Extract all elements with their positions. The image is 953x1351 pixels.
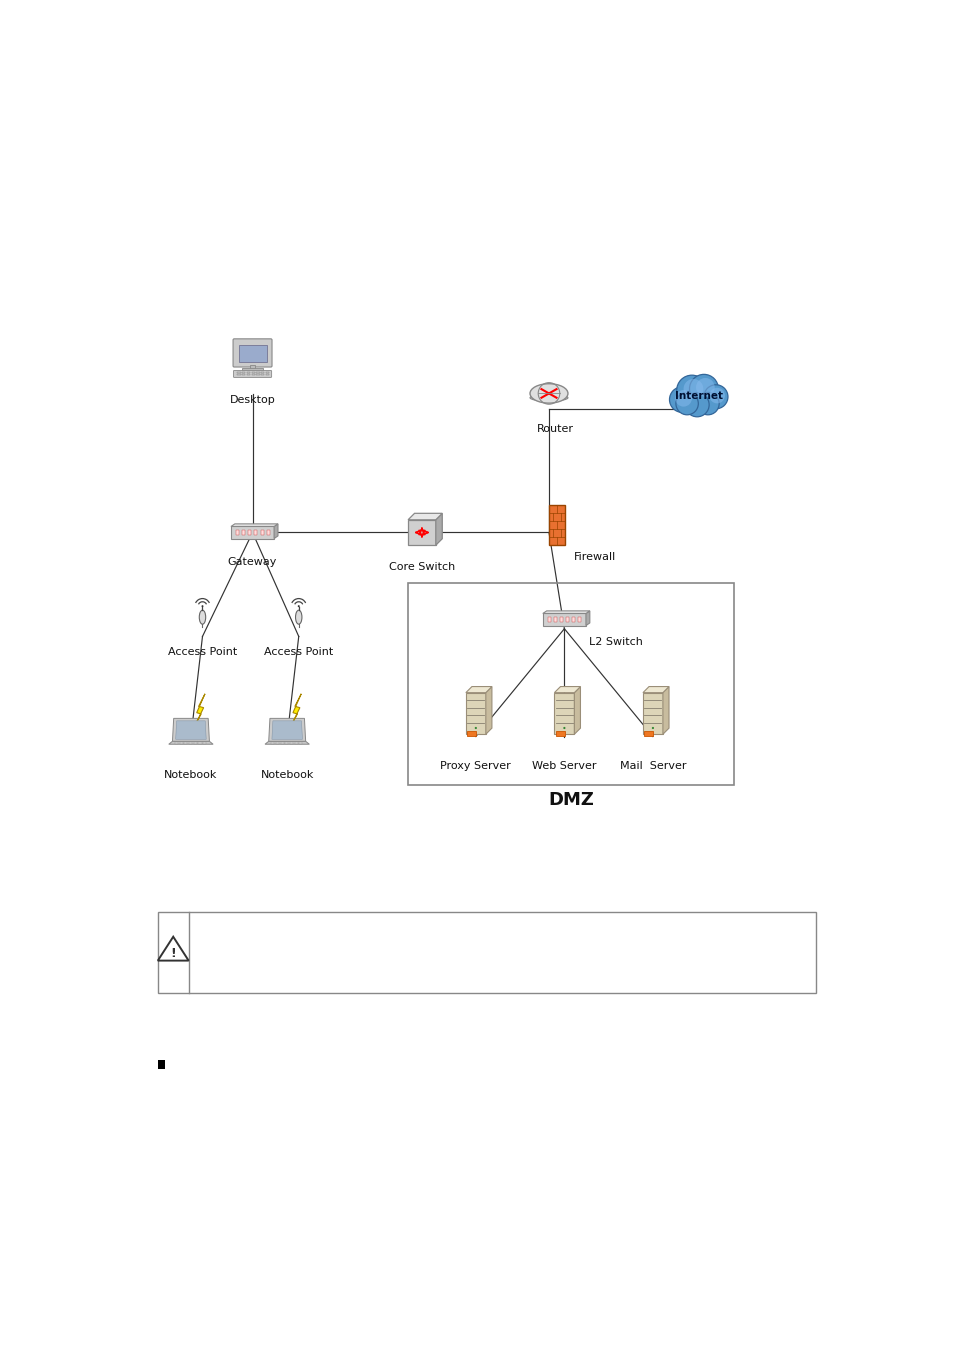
Circle shape	[675, 390, 691, 407]
Text: Core Switch: Core Switch	[389, 562, 455, 571]
Polygon shape	[574, 686, 579, 734]
Bar	[643, 731, 653, 736]
Text: !: !	[171, 947, 176, 961]
Bar	[467, 731, 476, 736]
Bar	[250, 365, 254, 369]
Circle shape	[297, 605, 299, 607]
Bar	[572, 617, 575, 621]
Polygon shape	[542, 611, 589, 613]
Circle shape	[684, 393, 708, 417]
Polygon shape	[274, 524, 277, 539]
Text: Internet: Internet	[675, 390, 722, 401]
Text: Proxy Server: Proxy Server	[440, 761, 511, 771]
Ellipse shape	[199, 611, 206, 624]
Bar	[465, 693, 485, 734]
Bar	[266, 531, 270, 535]
Polygon shape	[662, 686, 668, 734]
Bar	[578, 617, 580, 621]
Circle shape	[689, 374, 718, 403]
Text: Mail  Server: Mail Server	[619, 761, 685, 771]
Bar	[260, 531, 263, 535]
Circle shape	[669, 386, 695, 412]
Bar	[242, 531, 245, 535]
Bar	[566, 617, 569, 621]
Ellipse shape	[530, 394, 567, 401]
Polygon shape	[172, 719, 210, 742]
Bar	[408, 582, 733, 785]
Circle shape	[683, 380, 702, 399]
Polygon shape	[157, 936, 189, 961]
Ellipse shape	[530, 384, 567, 403]
Bar	[554, 693, 574, 734]
Circle shape	[676, 376, 706, 405]
Circle shape	[201, 605, 203, 607]
Bar	[254, 531, 257, 535]
Bar	[556, 731, 564, 736]
Polygon shape	[642, 686, 668, 693]
Circle shape	[475, 727, 476, 730]
Polygon shape	[231, 527, 274, 539]
Circle shape	[562, 727, 565, 730]
Bar	[559, 617, 562, 621]
Circle shape	[676, 392, 698, 415]
Bar	[157, 1061, 165, 1069]
Circle shape	[651, 727, 654, 730]
Bar	[248, 531, 252, 535]
FancyBboxPatch shape	[233, 339, 272, 367]
Text: Firewall: Firewall	[573, 553, 616, 562]
Bar	[548, 617, 551, 621]
Circle shape	[709, 388, 724, 404]
Text: Desktop: Desktop	[230, 394, 275, 405]
Polygon shape	[292, 694, 301, 724]
Text: Router: Router	[537, 424, 573, 434]
Bar	[548, 505, 564, 544]
Bar	[236, 531, 239, 535]
Circle shape	[696, 392, 719, 415]
Polygon shape	[585, 611, 589, 626]
Bar	[642, 693, 662, 734]
Text: Access Point: Access Point	[264, 647, 333, 657]
Polygon shape	[195, 694, 205, 724]
Bar	[157, 912, 816, 993]
Text: DMZ: DMZ	[548, 792, 594, 809]
Polygon shape	[408, 520, 436, 546]
Polygon shape	[542, 613, 585, 626]
Bar	[241, 369, 263, 370]
Bar	[238, 345, 266, 362]
Circle shape	[703, 385, 727, 409]
Text: Notebook: Notebook	[260, 770, 314, 780]
Polygon shape	[272, 721, 302, 739]
Text: Web Server: Web Server	[532, 761, 596, 771]
Polygon shape	[169, 742, 213, 744]
Ellipse shape	[295, 611, 301, 624]
Polygon shape	[231, 524, 277, 527]
Text: L2 Switch: L2 Switch	[588, 636, 642, 647]
Text: Notebook: Notebook	[164, 770, 217, 780]
Circle shape	[696, 378, 714, 397]
Polygon shape	[465, 686, 492, 693]
FancyBboxPatch shape	[233, 370, 272, 377]
Bar	[554, 617, 557, 621]
Polygon shape	[269, 719, 305, 742]
Polygon shape	[554, 686, 579, 693]
Text: Access Point: Access Point	[168, 647, 237, 657]
Polygon shape	[408, 513, 442, 520]
Text: Gateway: Gateway	[228, 557, 277, 567]
Polygon shape	[485, 686, 492, 734]
Polygon shape	[265, 742, 309, 744]
Polygon shape	[175, 721, 206, 739]
Polygon shape	[436, 513, 442, 546]
